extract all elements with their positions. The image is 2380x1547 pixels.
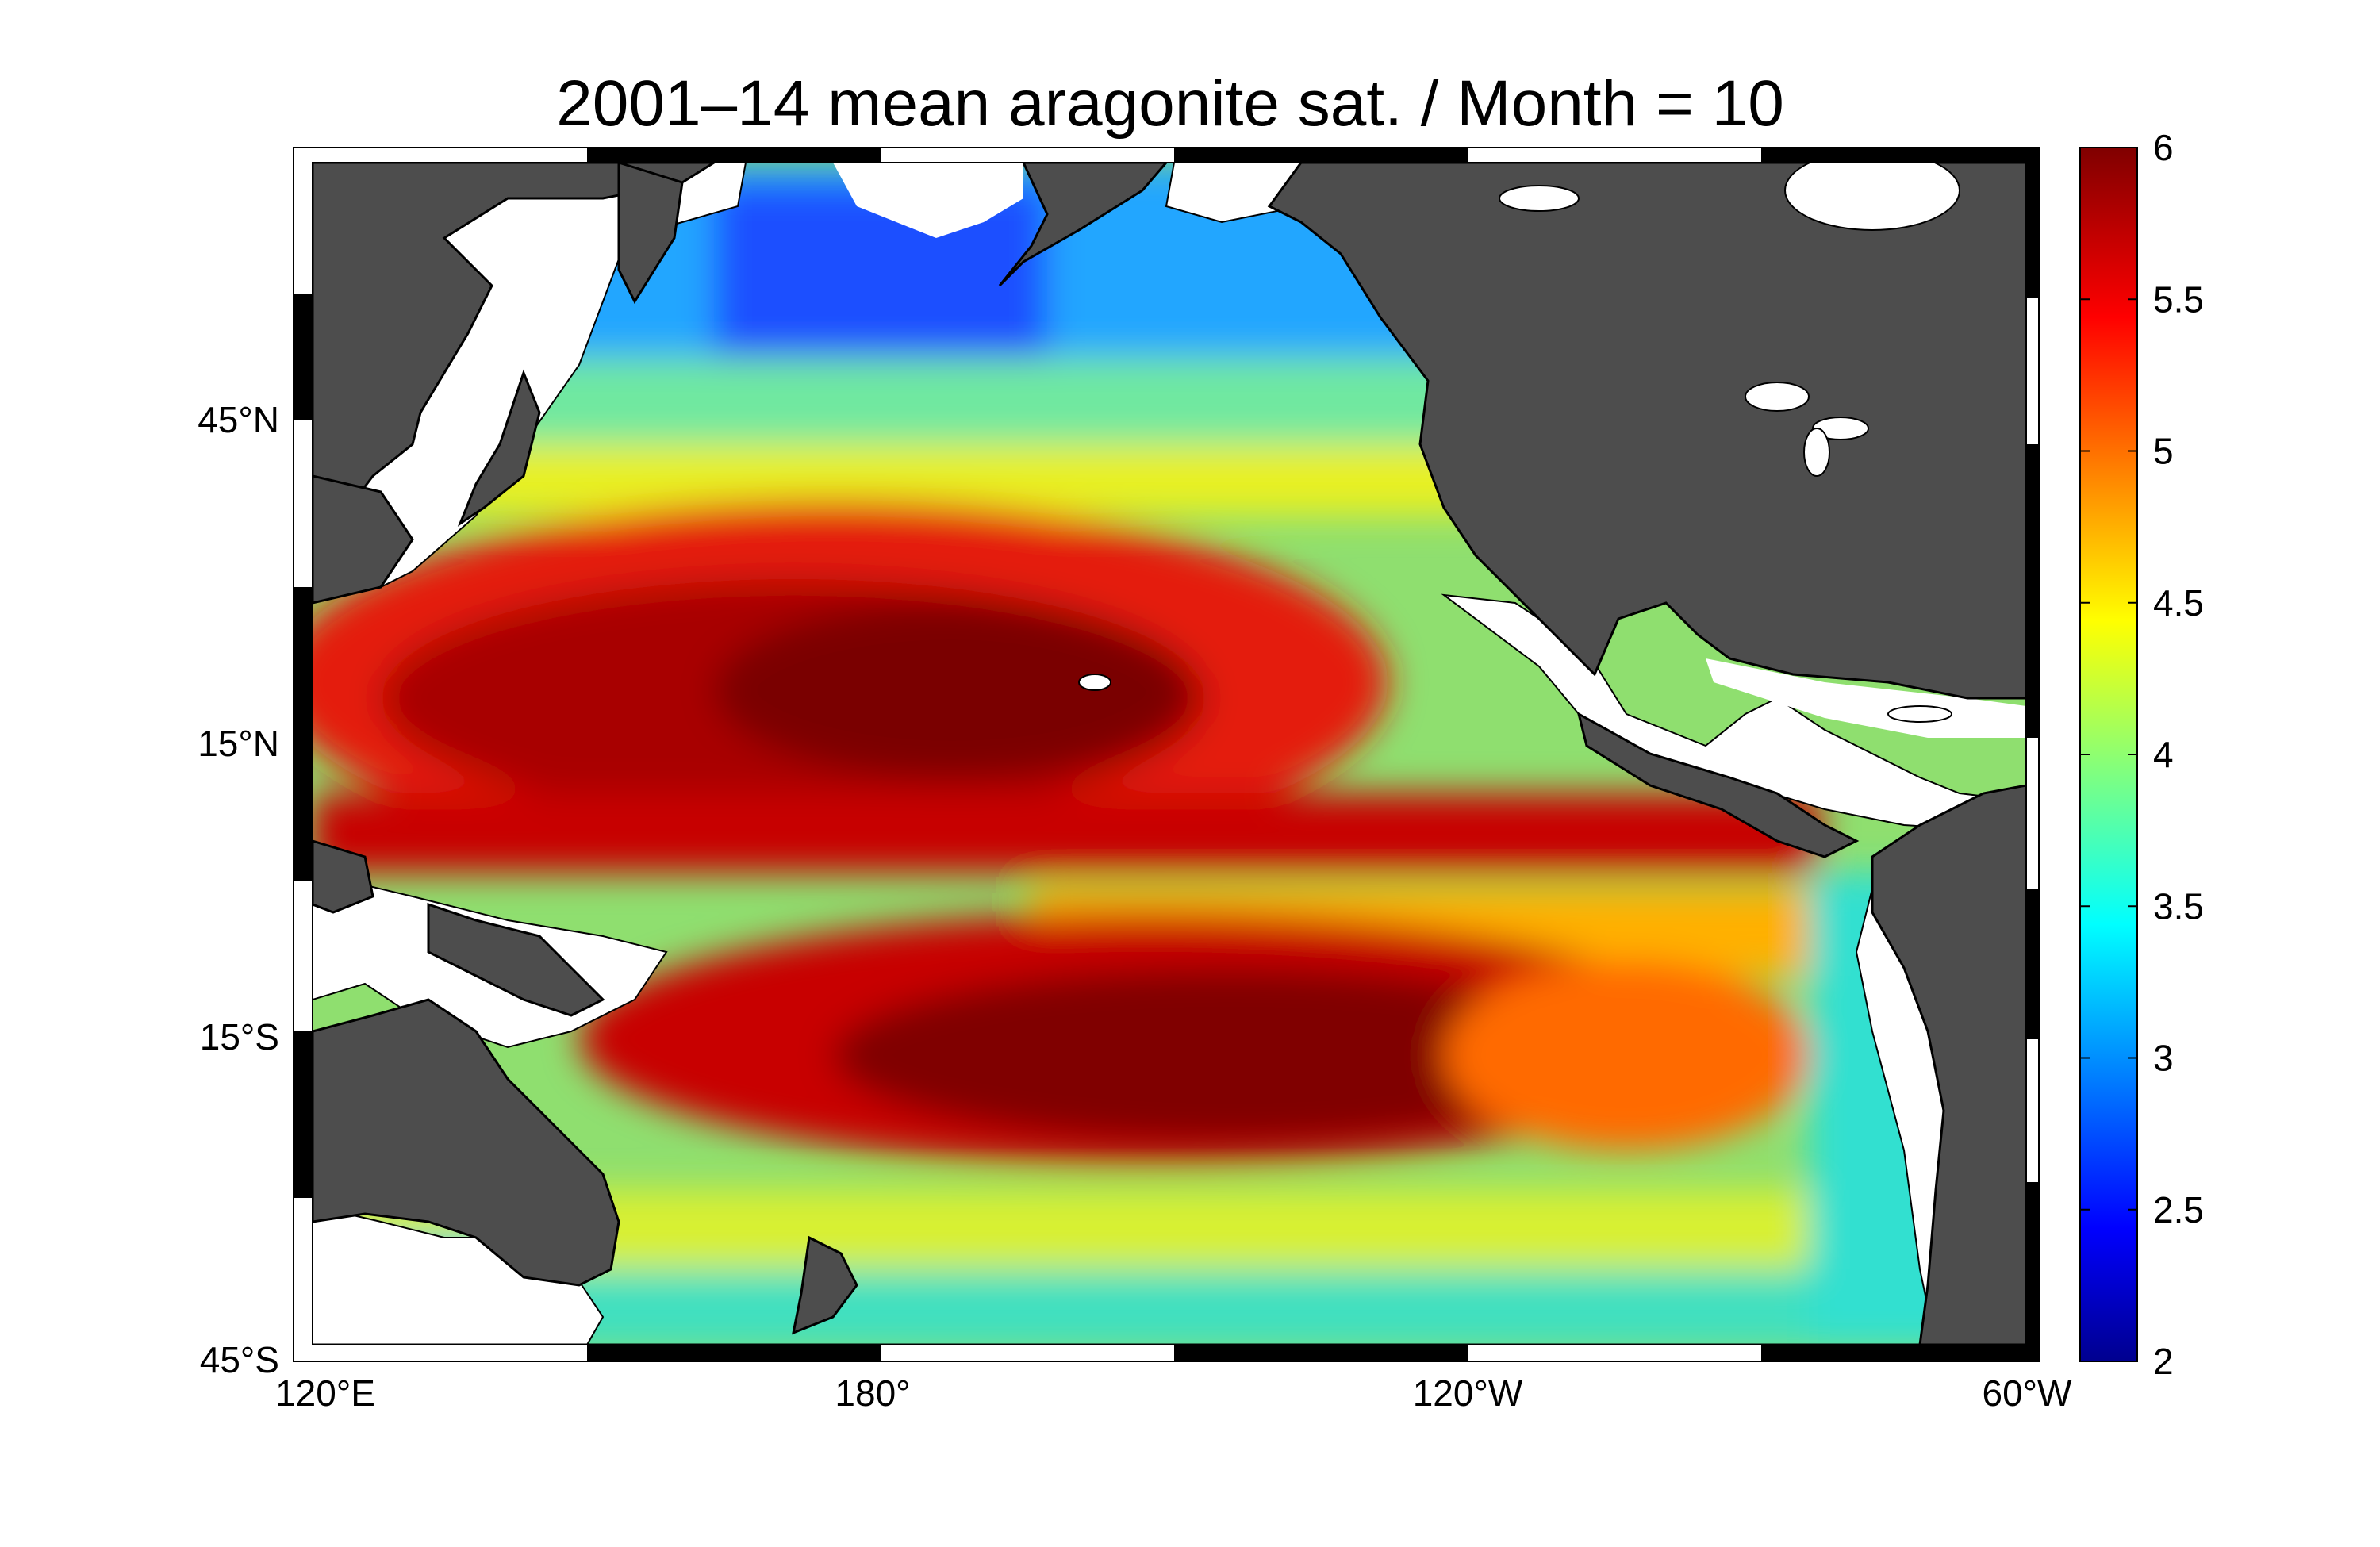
lat-label-45s: 45°S (200, 1339, 279, 1380)
south-america (1871, 784, 2026, 1345)
lon-label-60w: 60°W (1983, 1372, 2073, 1414)
lon-label-120e: 120°E (275, 1372, 375, 1414)
frame-ticks (294, 148, 2039, 1361)
longitude-labels: 120°E 180° 120°W 60°W (275, 1372, 2072, 1414)
map-panel (293, 147, 2040, 1362)
alaska (998, 163, 1168, 287)
lat-label-45n: 45°N (198, 399, 279, 440)
land-masses (313, 163, 2026, 1345)
lat-label-15n: 15°N (198, 723, 279, 764)
colorbar-tick-label: 5 (2153, 431, 2174, 472)
lat-label-15s: 15°S (200, 1016, 279, 1058)
colorbar-ticks: 2 2.5 3 3.5 4 4.5 5 5.5 6 (2080, 127, 2204, 1382)
central-america (1576, 712, 1860, 858)
colorbar-tick-label: 4.5 (2153, 582, 2204, 624)
lon-label-120w: 120°W (1413, 1372, 1523, 1414)
australia (313, 998, 620, 1287)
chart-title: 2001–14 mean aragonite sat. / Month = 10 (556, 67, 1784, 140)
colorbar-tick-label: 3.5 (2153, 885, 2204, 927)
north-america (1267, 163, 2026, 700)
colorbar-tick-label: 2.5 (2153, 1189, 2204, 1230)
colorbar: 2 2.5 3 3.5 4 4.5 5 5.5 6 (2079, 127, 2204, 1382)
new-guinea (427, 902, 605, 1017)
lon-label-180: 180° (835, 1372, 910, 1414)
kamchatka (617, 163, 684, 305)
borneo (313, 839, 374, 914)
colorbar-tick-label: 6 (2153, 127, 2174, 168)
japan (457, 369, 541, 527)
lakes-islands (1078, 163, 1960, 723)
colorbar-tick-label: 5.5 (2153, 278, 2204, 320)
latitude-labels: 45°N 15°N 15°S 45°S (198, 399, 279, 1380)
colorbar-tick-label: 2 (2153, 1341, 2174, 1382)
colorbar-tick-label: 3 (2153, 1038, 2174, 1079)
asia-south (313, 474, 414, 605)
new-zealand (791, 1235, 858, 1335)
colorbar-tick-label: 4 (2153, 734, 2174, 775)
